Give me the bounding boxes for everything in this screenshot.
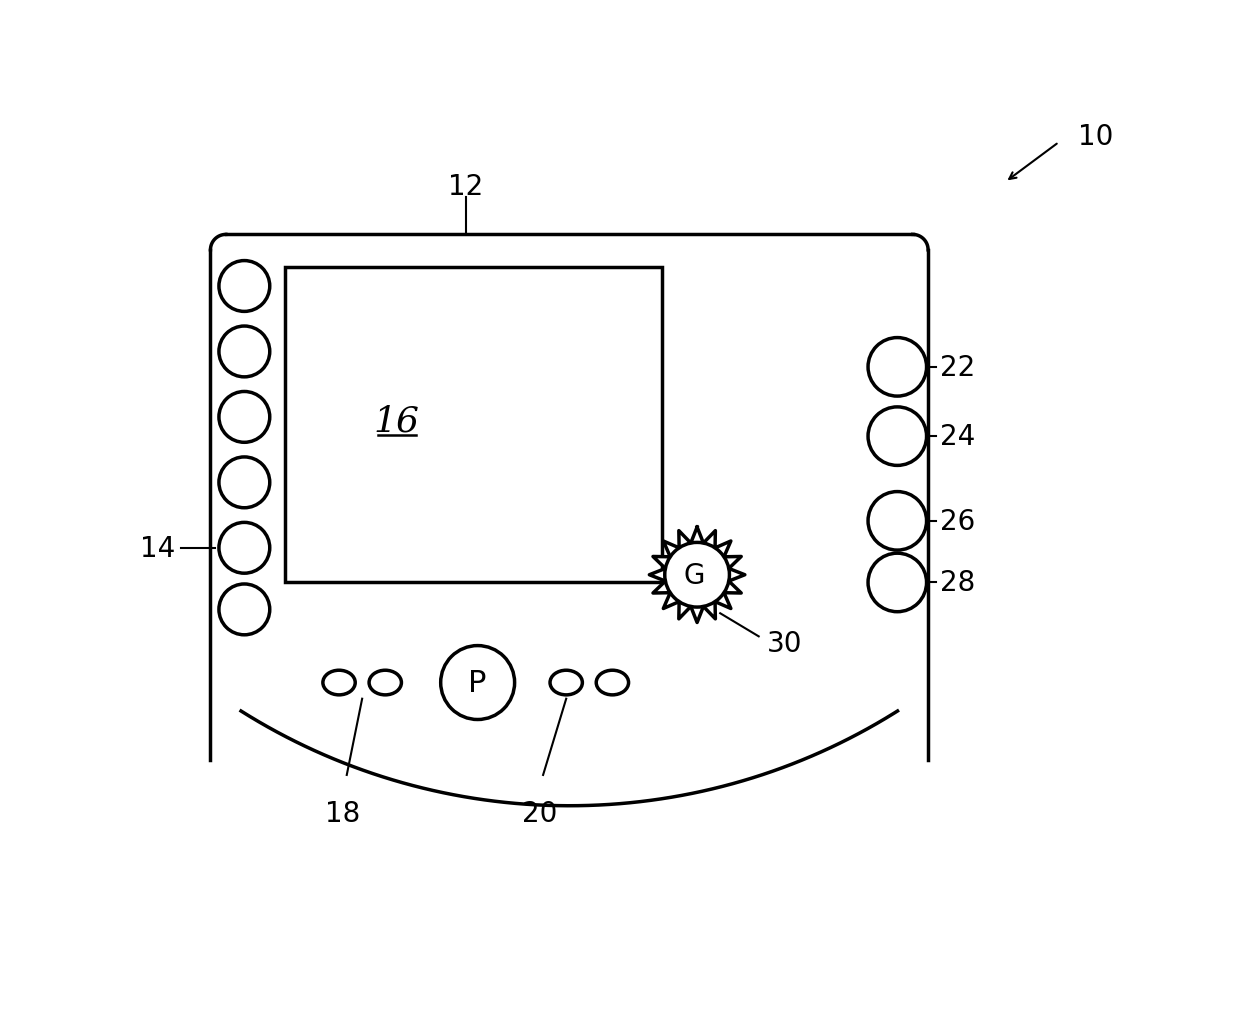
Text: 20: 20 [522, 800, 557, 828]
Text: 14: 14 [140, 534, 175, 562]
Circle shape [868, 339, 926, 396]
Polygon shape [650, 528, 745, 623]
Ellipse shape [551, 670, 583, 696]
Bar [285, 268, 662, 583]
Circle shape [219, 327, 270, 377]
Text: 10: 10 [1079, 122, 1114, 151]
Text: 26: 26 [940, 508, 975, 535]
Text: 16: 16 [373, 404, 420, 439]
Circle shape [219, 523, 270, 573]
Text: 22: 22 [940, 354, 975, 381]
Circle shape [868, 492, 926, 551]
Circle shape [868, 554, 926, 612]
Text: 18: 18 [325, 800, 361, 828]
Text: 12: 12 [449, 173, 484, 201]
Circle shape [440, 646, 515, 720]
Circle shape [219, 458, 270, 509]
Text: G: G [683, 561, 704, 589]
Ellipse shape [370, 670, 402, 696]
Ellipse shape [596, 670, 629, 696]
Circle shape [219, 584, 270, 635]
Circle shape [219, 261, 270, 312]
Text: P: P [469, 668, 487, 698]
Ellipse shape [322, 670, 355, 696]
Circle shape [665, 543, 729, 608]
Polygon shape [211, 251, 928, 806]
Text: 28: 28 [940, 569, 975, 596]
Circle shape [868, 407, 926, 466]
Text: 24: 24 [940, 423, 975, 451]
Text: 30: 30 [766, 629, 802, 657]
Circle shape [219, 392, 270, 443]
